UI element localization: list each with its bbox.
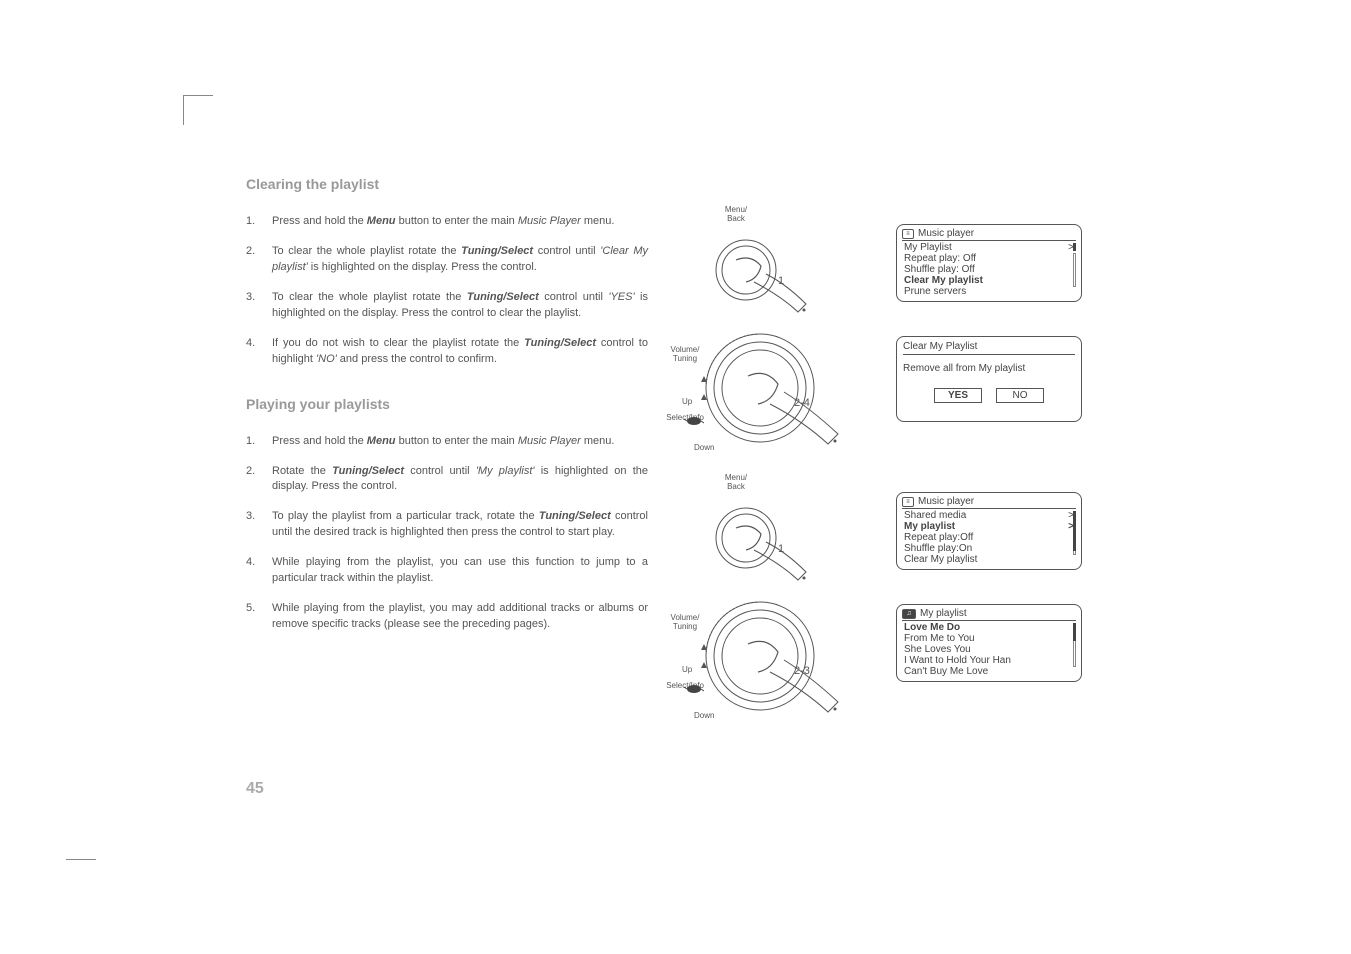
instruction-list: 1.Press and hold the Menu button to ente… bbox=[246, 434, 648, 633]
instruction-step: 5.While playing from the playlist, you m… bbox=[246, 601, 648, 633]
instruction-step: 3.To play the playlist from a particular… bbox=[246, 509, 648, 541]
lcd-screen: ≡ Music player My Playlist>Repeat play: … bbox=[896, 224, 1082, 302]
page-number: 45 bbox=[246, 780, 264, 798]
svg-text:1: 1 bbox=[778, 275, 784, 287]
diagram-label: Volume/Tuning bbox=[664, 614, 706, 632]
screen-row: From Me to You bbox=[902, 633, 1076, 644]
scrollbar bbox=[1071, 243, 1078, 297]
instruction-step: 4.While playing from the playlist, you c… bbox=[246, 555, 648, 587]
button-diagram: Menu/Back 1 bbox=[706, 474, 816, 584]
screen-row: Shuffle play: Off bbox=[902, 264, 1076, 275]
screen-row: Shuffle play:On bbox=[902, 543, 1076, 554]
screen-title: Music player bbox=[918, 228, 974, 239]
dialog-message: Remove all from My playlist bbox=[903, 363, 1075, 374]
loop-icon bbox=[664, 416, 704, 430]
screen-row: My playlist> bbox=[902, 521, 1076, 532]
diagram-label: Volume/Tuning bbox=[664, 346, 706, 364]
note-icon: ♫ bbox=[902, 609, 916, 619]
screen-row: Clear My playlist bbox=[902, 554, 1076, 565]
knob-icon: 1 bbox=[706, 492, 816, 584]
screen-title: My playlist bbox=[920, 608, 967, 619]
list-icon: ≡ bbox=[902, 229, 914, 239]
screen-title-row: ≡ Music player bbox=[902, 496, 1076, 509]
instruction-step: 2.To clear the whole playlist rotate the… bbox=[246, 244, 648, 276]
list-icon: ≡ bbox=[902, 497, 914, 507]
diagram-label: Down bbox=[694, 444, 714, 453]
screen-row: My Playlist> bbox=[902, 242, 1076, 253]
diagram-label: Up bbox=[682, 398, 692, 407]
instruction-step: 1.Press and hold the Menu button to ente… bbox=[246, 434, 648, 450]
manual-page: Clearing the playlist 1.Press and hold t… bbox=[246, 176, 1111, 661]
knob-icon: 1 bbox=[706, 224, 816, 316]
button-diagram: Menu/Back 1 bbox=[706, 206, 816, 316]
instruction-step: 4.If you do not wish to clear the playli… bbox=[246, 336, 648, 368]
svg-text:2-3: 2-3 bbox=[794, 665, 810, 677]
instruction-step: 3.To clear the whole playlist rotate the… bbox=[246, 290, 648, 322]
screen-row: Prune servers bbox=[902, 286, 1076, 297]
scrollbar bbox=[1071, 511, 1078, 565]
confirm-dialog: Clear My Playlist Remove all from My pla… bbox=[896, 336, 1082, 422]
yes-button: YES bbox=[934, 388, 982, 403]
svg-text:1: 1 bbox=[778, 543, 784, 555]
section-heading: Clearing the playlist bbox=[246, 176, 648, 192]
diagram-label: Down bbox=[694, 712, 714, 721]
instruction-step: 2.Rotate the Tuning/Select control until… bbox=[246, 464, 648, 496]
screen-row: Repeat play: Off bbox=[902, 253, 1076, 264]
diagram-label: Menu/Back bbox=[706, 206, 766, 224]
screen-row: Shared media> bbox=[902, 510, 1076, 521]
dial-diagram: Volume/Tuning Up Select/Info Down 2-4 bbox=[664, 326, 863, 456]
screen-row: I Want to Hold Your Han bbox=[902, 655, 1076, 666]
loop-icon bbox=[664, 684, 704, 698]
section-heading: Playing your playlists bbox=[246, 396, 648, 412]
svg-text:2-4: 2-4 bbox=[794, 397, 810, 409]
lcd-screen: ≡ Music player Shared media>My playlist>… bbox=[896, 492, 1082, 570]
screen-row: Love Me Do bbox=[902, 622, 1076, 633]
screen-row: She Loves You bbox=[902, 644, 1076, 655]
diagram-label: Up bbox=[682, 666, 692, 675]
text-column: Clearing the playlist 1.Press and hold t… bbox=[246, 176, 648, 661]
screen-row: Clear My playlist bbox=[902, 275, 1076, 286]
instruction-list: 1.Press and hold the Menu button to ente… bbox=[246, 214, 648, 368]
screen-row: Repeat play:Off bbox=[902, 532, 1076, 543]
screen-title-row: ♫ My playlist bbox=[902, 608, 1076, 621]
dial-icon: 2-4 bbox=[698, 326, 863, 456]
screen-title: Music player bbox=[918, 496, 974, 507]
dial-icon: 2-3 bbox=[698, 594, 863, 724]
screen-row: Can't Buy Me Love bbox=[902, 666, 1076, 677]
instruction-step: 1.Press and hold the Menu button to ente… bbox=[246, 214, 648, 230]
dialog-title: Clear My Playlist bbox=[903, 341, 1075, 355]
lcd-screen: ♫ My playlist Love Me DoFrom Me to YouSh… bbox=[896, 604, 1082, 682]
screen-title-row: ≡ Music player bbox=[902, 228, 1076, 241]
no-button: NO bbox=[996, 388, 1044, 403]
scrollbar bbox=[1071, 623, 1078, 677]
dial-diagram: Volume/Tuning Up Select/Info Down 2-3 bbox=[664, 594, 863, 724]
diagram-label: Menu/Back bbox=[706, 474, 766, 492]
